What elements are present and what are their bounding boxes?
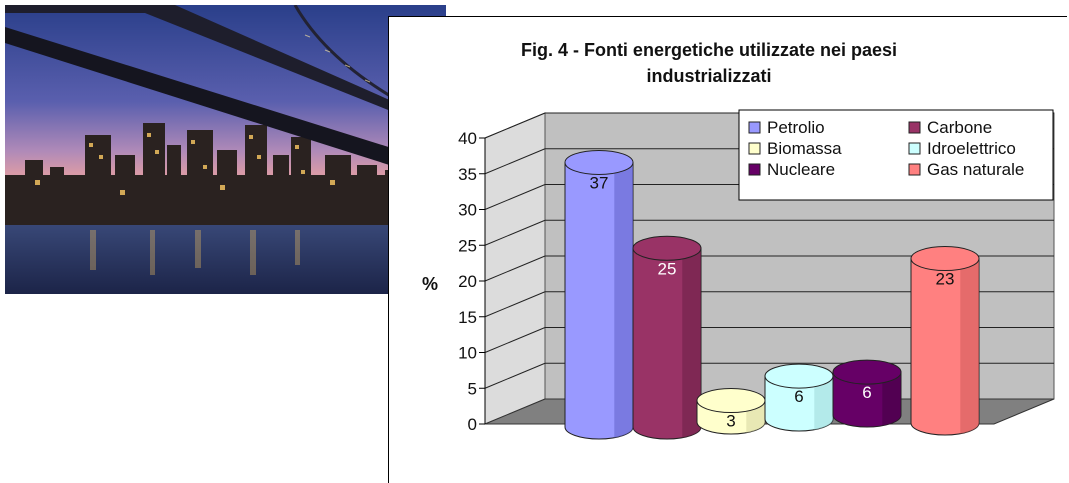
legend-swatch xyxy=(908,121,921,134)
gridline-side xyxy=(484,219,546,246)
legend-swatch xyxy=(908,163,921,176)
bar-shade xyxy=(682,248,702,438)
legend-label: Nucleare xyxy=(767,160,835,179)
bar-shade xyxy=(746,400,766,433)
legend-label: Petrolio xyxy=(767,118,825,137)
bar-shade xyxy=(814,376,834,430)
gridline-side xyxy=(484,291,546,318)
bar-shade xyxy=(960,258,980,434)
y-tick-label: 0 xyxy=(468,415,477,434)
chart-title: Fig. 4 - Fonti energetiche utilizzate ne… xyxy=(520,40,898,86)
bar-nucleare: 6 xyxy=(832,359,902,428)
y-tick-label: 25 xyxy=(458,236,477,255)
y-tick-label: 40 xyxy=(458,129,477,148)
legend-label: Gas naturale xyxy=(927,160,1024,179)
gridline-side xyxy=(484,327,546,353)
bar-top xyxy=(764,363,834,389)
chart-panel: Fig. 4 - Fonti energetiche utilizzate ne… xyxy=(388,16,1067,483)
bar-top xyxy=(632,235,702,261)
bar-data-label: 25 xyxy=(658,259,677,278)
bar-petrolio: 37 xyxy=(564,149,634,440)
y-axis-label: % xyxy=(422,274,439,294)
legend-swatch xyxy=(748,121,761,134)
bar-shade xyxy=(882,372,902,426)
gridline-side xyxy=(484,148,546,175)
y-tick-label: 35 xyxy=(458,165,477,184)
gridline-side xyxy=(484,184,546,210)
bar-top xyxy=(564,149,634,175)
bar-top xyxy=(832,359,902,385)
legend-box xyxy=(738,109,1054,201)
y-tick-label: 5 xyxy=(468,379,477,398)
legend-swatch xyxy=(908,142,921,155)
bar-idroelettrico: 6 xyxy=(764,363,834,432)
bar-top xyxy=(910,246,980,272)
gridline-side xyxy=(484,112,546,139)
y-tick-label: 30 xyxy=(458,201,477,220)
gridline-side xyxy=(484,255,546,282)
legend-label: Biomassa xyxy=(767,139,842,158)
bar-data-label: 23 xyxy=(936,270,955,289)
y-tick-label: 10 xyxy=(458,344,477,363)
bar-chart-3d: 0 5 10 15 20 25 30 35 40 37 25 3 6 6 23 Petrolio Carbo… xyxy=(458,109,1055,440)
bar-top xyxy=(696,388,766,414)
skyline-bridge-photo xyxy=(5,5,446,294)
gridline-side xyxy=(484,362,546,389)
bar-biomassa: 3 xyxy=(696,388,766,435)
legend-swatch xyxy=(748,163,761,176)
bar-gas-naturale: 23 xyxy=(910,246,980,436)
bar-data-label: 3 xyxy=(726,412,735,431)
legend-label: Idroelettrico xyxy=(927,139,1016,158)
y-tick-label: 15 xyxy=(458,308,477,327)
legend-swatch xyxy=(748,142,761,155)
bar-data-label: 6 xyxy=(862,383,871,402)
bar-data-label: 37 xyxy=(590,173,609,192)
y-tick-label: 20 xyxy=(458,272,477,291)
bar-carbone: 25 xyxy=(632,235,702,440)
bar-data-label: 6 xyxy=(794,387,803,406)
legend-label: Carbone xyxy=(927,118,992,137)
bar-shade xyxy=(614,162,634,438)
